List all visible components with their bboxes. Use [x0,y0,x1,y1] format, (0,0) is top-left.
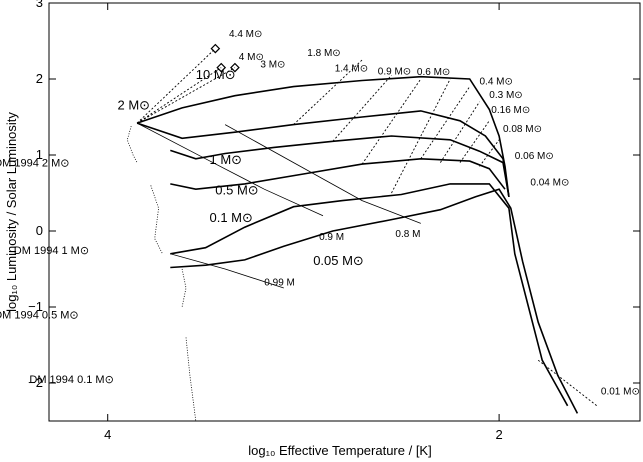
dashed-connector-line [391,78,451,194]
annotation-label: 1 M⊙ [210,152,243,167]
dashed-connector-line [440,101,480,163]
y-tick-label: 3 [36,0,43,10]
y-tick-label: 0 [36,223,43,238]
annotation-label: 10 M⊙ [196,67,236,82]
diamond-marker [210,43,221,54]
dashed-connector-line [136,67,236,124]
dashed-connectors [136,48,598,407]
y-axis-title: log₁₀ Luminosity / Solar Luminosity [4,112,19,312]
annotation-label: DM 1994 1 M⊙ [14,245,89,257]
isochrone-line [224,124,421,224]
dashed-connector-line [361,78,422,165]
annotation-label: 0.4 M⊙ [480,76,513,87]
annotation-label: 0.5 M⊙ [215,183,258,198]
annotation-label: 0.01 M⊙ [601,386,640,397]
dashed-connector-line [537,359,598,407]
annotation-label: 4 M⊙ [239,52,264,63]
diamond-marker [230,62,240,73]
y-tick-label: 1 [36,147,43,162]
y-tick-label: −1 [28,299,43,314]
annotation-label: 0.8 M [395,229,420,240]
isochrone-line [170,253,284,289]
annotation-label: 0.04 M⊙ [530,177,569,188]
annotations: 10 M⊙ 2 M⊙ 1 M⊙ 0.5 M⊙ 0.1 M⊙ 0.05 M⊙ 0.9 M 0.8… [0,29,640,397]
dm1994-track-line [181,268,187,308]
annotation-label: 0.3 M⊙ [489,90,522,101]
annotation-label: 3 M⊙ [260,60,285,71]
plot-frame [48,2,641,422]
dm1994-tracks [126,125,197,422]
mass-track-line [170,135,510,197]
dm1994-track-line [185,337,197,422]
dm1994-track-line [126,125,138,163]
annotation-label: 2 M⊙ [118,97,151,112]
dashed-connector-line [420,86,471,160]
annotation-label: 1.4 M⊙ [335,63,368,74]
dm1994-track-line [150,185,163,254]
annotation-label: DM 1994 0.1 M⊙ [29,374,113,386]
annotation-label: 0.99 M [264,278,295,289]
x-tick-label: 2 [495,427,502,442]
mass-track-line [170,157,506,191]
x-axis-title: log₁₀ Effective Temperature / [K] [248,443,431,458]
annotation-label: 0.16 M⊙ [491,105,530,116]
mass-track-line [136,75,510,197]
mass-track-line [170,183,569,407]
isochrone-line [136,122,324,217]
y-tick-label: −2 [28,375,43,390]
annotation-label: 4.4 M⊙ [229,29,262,40]
y-tick-label: 2 [36,71,43,86]
dashed-connector-line [136,67,222,124]
annotation-label: 0.06 M⊙ [515,151,554,162]
diamond-markers [210,43,240,73]
x-tick-label: 4 [104,427,111,442]
dashed-connector-line [332,74,392,142]
mass-track-line [170,188,579,414]
annotation-label: 0.1 M⊙ [210,210,253,225]
dashed-connector-line [479,139,500,167]
annotation-label: DM 1994 0.5 M⊙ [0,309,79,321]
mass-tracks [136,75,579,414]
y-axis-ticks: 3 2 1 0 −1 −2 [28,0,640,390]
diamond-marker [216,62,227,73]
annotation-label: 0.05 M⊙ [313,253,364,268]
dashed-connector-line [459,120,490,163]
annotation-label: 0.08 M⊙ [503,124,542,135]
annotation-label: 0.9 M⊙ [378,66,411,77]
mass-track-line [136,110,510,197]
isochrone-lines [136,122,421,289]
annotation-label: 0.6 M⊙ [417,67,450,78]
annotation-label: 0.9 M [319,232,344,243]
annotation-label: DM 1994 2 M⊙ [0,157,69,169]
annotation-label: 1.8 M⊙ [307,48,340,59]
